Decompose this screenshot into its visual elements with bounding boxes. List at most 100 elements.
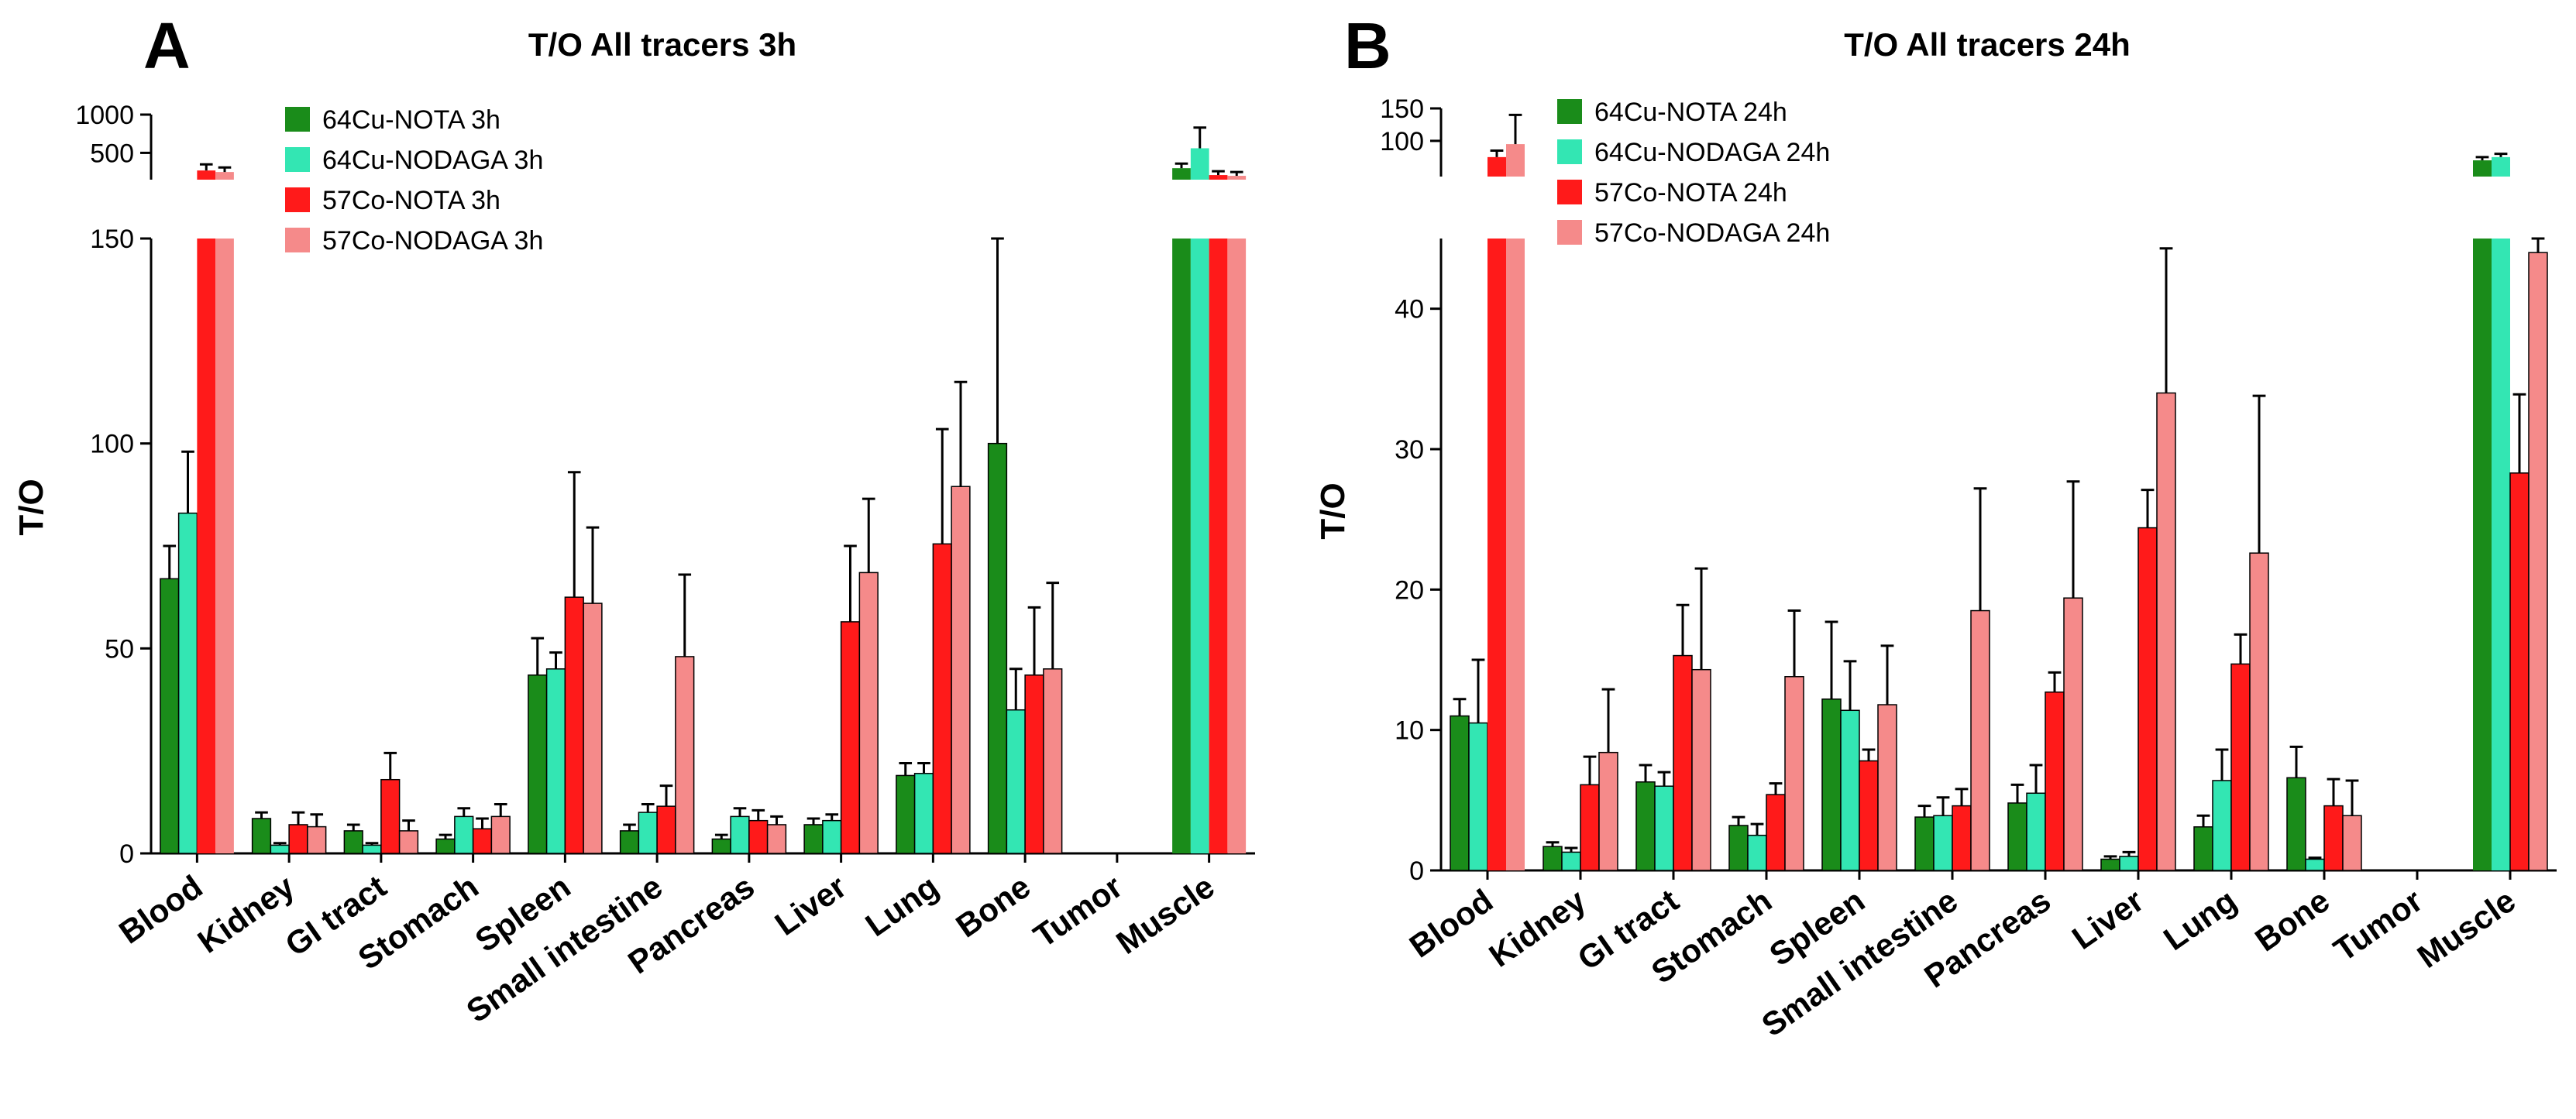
chbrt-a-bar <box>1691 668 1711 871</box>
chbrt-a-category-label: Blood <box>1403 882 1499 965</box>
chbrt-a-category-label: Bone <box>2248 882 2336 959</box>
chart-a-bar <box>288 824 308 854</box>
chart-a-bar <box>766 824 787 854</box>
chart-a-bar <box>858 572 879 854</box>
chbrt-a-bar <box>2286 777 2306 871</box>
chbrt-a-category-label: Tumor <box>2327 882 2429 969</box>
chbrt-a-bar <box>1598 751 1618 871</box>
chart-a-category-label: Kidney <box>191 868 301 960</box>
chart-a-bar <box>454 815 474 854</box>
chart-a-bar <box>1190 239 1209 853</box>
chart-a-bar <box>1172 239 1191 853</box>
chart-a-category-label: Muscle <box>1109 868 1221 961</box>
chart-a-bar <box>1043 668 1063 854</box>
chbrt-a-y-tick-label: 10 <box>1395 716 1424 746</box>
chbrt-a-bar <box>1487 239 1506 870</box>
chart-a-bar <box>435 838 456 854</box>
chart-title-a: T/O All tracers 3h <box>528 26 796 63</box>
chart-panel-a: A T/O All tracers 3h T/O 0 50 100 150 500 100… <box>12 9 1255 1029</box>
chart-a-bar <box>932 543 952 854</box>
chart-a-y-tick-label: 0 <box>119 839 134 869</box>
chbrt-a-bar-upper <box>2473 160 2492 177</box>
chart-a-bar <box>1209 239 1228 853</box>
chart-a-bar-upper <box>1190 148 1209 180</box>
chbrt-a-bar <box>2473 239 2492 870</box>
chart-a-legend-label: 64Cu-NODAGA 3h <box>322 146 543 175</box>
chbrt-a-bar <box>2119 856 2139 871</box>
chbrt-a-bar <box>1970 609 1990 871</box>
chbrt-a-y-tick-label: 20 <box>1395 575 1424 605</box>
chart-a-bar <box>951 486 971 854</box>
chart-a-legend-label: 57Co-NOTA 3h <box>322 186 500 215</box>
chart-a-category-label: Tumor <box>1027 868 1129 955</box>
chbrt-a-bar <box>1914 816 1935 871</box>
chart-a-bar <box>675 656 695 854</box>
chart-a-bar-upper <box>215 172 234 180</box>
chbrt-a-y-tick-label: 0 <box>1409 856 1424 886</box>
chbrt-a-bar <box>1859 760 1879 871</box>
chart-a-bar <box>307 826 327 854</box>
chbrt-a-bar <box>1468 722 1488 871</box>
chart-a-bar <box>177 512 198 854</box>
chart-a-bar <box>472 828 493 854</box>
chbrt-a-bar <box>2230 663 2251 871</box>
chart-a-legend-swatch <box>285 107 310 132</box>
chbrt-a-bar <box>2528 252 2548 871</box>
chart-a-y-tick-label: 150 <box>90 225 134 254</box>
chbrt-a-y-tick-label: 40 <box>1395 295 1424 324</box>
chbrt-a-bar <box>2193 826 2213 871</box>
chbrt-a-bar <box>2492 239 2510 870</box>
chbrt-a-bar <box>2156 392 2176 871</box>
chbrt-a-bar <box>2100 858 2120 871</box>
chart-a-bar <box>583 602 603 854</box>
chart-a-bar-upper <box>1172 168 1191 180</box>
chart-a-bar <box>840 621 861 854</box>
chart-a-bar <box>730 815 750 854</box>
y-axis-label-a: T/O <box>12 479 50 535</box>
panel-letter-b: B <box>1344 9 1391 82</box>
chbrt-a-bar <box>2045 691 2065 871</box>
chbrt-a-y-tick-label-upper: 100 <box>1380 127 1424 156</box>
chart-a-bar <box>160 578 180 854</box>
chbrt-a-bar <box>1635 781 1656 871</box>
chart-a-category-label: Lung <box>859 868 945 943</box>
chart-a-bar <box>564 596 584 854</box>
chart-a-bar <box>528 674 548 854</box>
chbrt-a-bar <box>1784 676 1804 871</box>
chbrt-a-bar <box>2007 802 2027 871</box>
chart-a-bar <box>803 824 824 854</box>
chart-a-legend-swatch <box>285 187 310 212</box>
chart-a-bar <box>913 773 934 854</box>
chbrt-a-bar <box>1561 851 1581 871</box>
chart-a-bar <box>215 239 234 853</box>
chbrt-a-bar <box>1952 805 1972 871</box>
chbrt-a-bar <box>2342 815 2362 871</box>
chbrt-a-legend-swatch <box>1557 99 1582 124</box>
chbrt-a-legend-swatch <box>1557 180 1582 204</box>
chart-a-bar-upper <box>197 170 216 180</box>
chart-a-y-tick-label-upper: 1000 <box>75 101 134 130</box>
chart-a-legend-swatch <box>285 228 310 252</box>
chart-a-category-label: Blood <box>112 868 208 951</box>
chbrt-a-category-label: Muscle <box>2411 882 2523 975</box>
chbrt-a-category-label: Lung <box>2157 882 2243 957</box>
chart-a-bar <box>1006 709 1026 854</box>
chbrt-a-legend-label: 64Cu-NODAGA 24h <box>1594 138 1830 167</box>
chart-a-bar <box>197 239 216 853</box>
chart-a-bar <box>362 844 382 854</box>
chart-a-legend-label: 64Cu-NOTA 3h <box>322 105 500 135</box>
chbrt-a-bar <box>2212 780 2232 871</box>
chart-a-bar <box>748 819 769 854</box>
chart-a-bar-upper <box>1227 176 1247 180</box>
chart-a-bar <box>380 778 401 854</box>
chart-a-legend-label: 57Co-NODAGA 3h <box>322 226 543 256</box>
chbrt-a-legend-label: 64Cu-NOTA 24h <box>1594 98 1787 127</box>
chbrt-a-bar <box>1766 794 1786 871</box>
chbrt-a-bar <box>2305 858 2325 871</box>
y-axis-label-b: T/O <box>1314 482 1352 539</box>
chart-a-bar <box>343 830 363 854</box>
